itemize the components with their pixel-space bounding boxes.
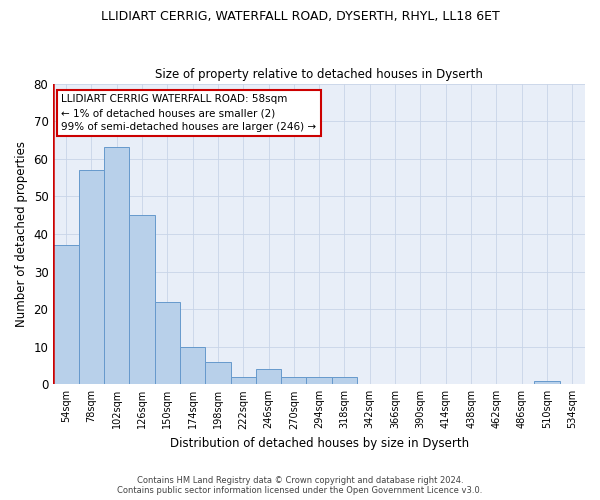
Y-axis label: Number of detached properties: Number of detached properties — [15, 141, 28, 327]
Bar — [180, 346, 205, 385]
Bar — [155, 302, 180, 384]
Bar — [79, 170, 104, 384]
Bar — [332, 377, 357, 384]
Bar — [230, 377, 256, 384]
Bar — [205, 362, 230, 384]
Text: Contains HM Land Registry data © Crown copyright and database right 2024.
Contai: Contains HM Land Registry data © Crown c… — [118, 476, 482, 495]
Title: Size of property relative to detached houses in Dyserth: Size of property relative to detached ho… — [155, 68, 483, 81]
Text: LLIDIART CERRIG, WATERFALL ROAD, DYSERTH, RHYL, LL18 6ET: LLIDIART CERRIG, WATERFALL ROAD, DYSERTH… — [101, 10, 499, 23]
X-axis label: Distribution of detached houses by size in Dyserth: Distribution of detached houses by size … — [170, 437, 469, 450]
Bar — [281, 377, 307, 384]
Bar — [256, 370, 281, 384]
Text: LLIDIART CERRIG WATERFALL ROAD: 58sqm
← 1% of detached houses are smaller (2)
99: LLIDIART CERRIG WATERFALL ROAD: 58sqm ← … — [61, 94, 316, 132]
Bar — [53, 245, 79, 384]
Bar — [104, 148, 129, 384]
Bar — [535, 380, 560, 384]
Bar — [129, 215, 155, 384]
Bar — [307, 377, 332, 384]
